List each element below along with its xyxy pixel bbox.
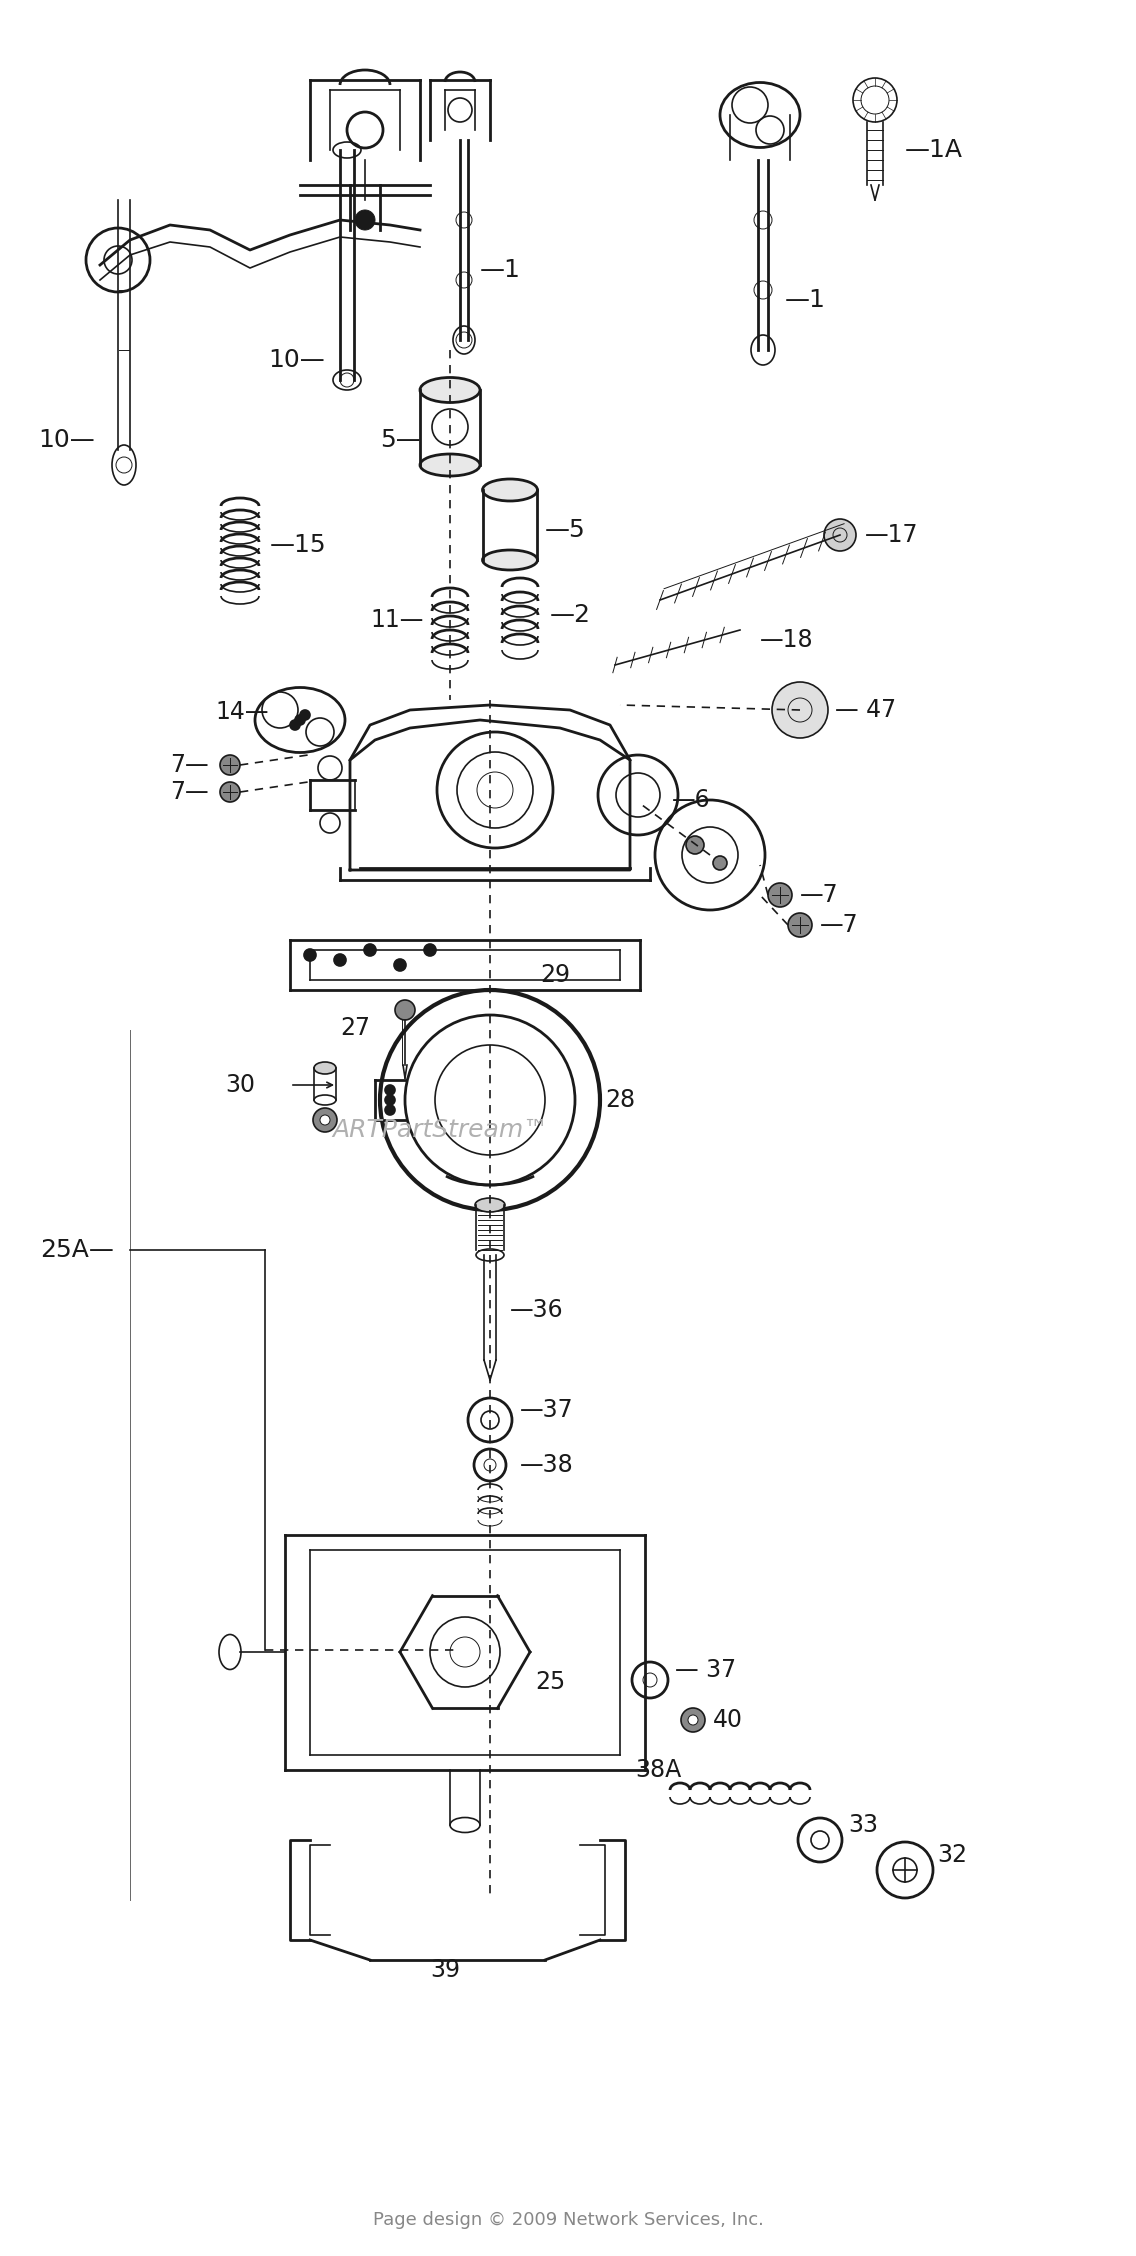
Text: 40: 40: [713, 1708, 743, 1733]
Ellipse shape: [483, 478, 537, 501]
Ellipse shape: [420, 453, 481, 476]
Circle shape: [220, 783, 240, 801]
Text: —1: —1: [481, 257, 521, 282]
Text: —7: —7: [800, 882, 838, 907]
Circle shape: [395, 999, 415, 1020]
Text: —7: —7: [820, 914, 859, 936]
Circle shape: [385, 1105, 395, 1114]
Ellipse shape: [314, 1063, 336, 1074]
Text: 7—: 7—: [170, 754, 209, 776]
Text: —1A: —1A: [905, 138, 963, 162]
Text: —37: —37: [520, 1399, 574, 1421]
Circle shape: [688, 1715, 698, 1726]
Text: — 37: — 37: [675, 1658, 736, 1683]
Text: —15: —15: [270, 532, 327, 557]
Circle shape: [824, 519, 857, 550]
Text: —6: —6: [673, 787, 711, 812]
Text: —38: —38: [520, 1453, 574, 1478]
Circle shape: [314, 1108, 337, 1133]
Circle shape: [354, 210, 375, 230]
Text: 27: 27: [340, 1015, 370, 1040]
Text: —5: —5: [545, 519, 586, 541]
Text: 25: 25: [535, 1669, 566, 1694]
Circle shape: [861, 86, 889, 115]
Text: 30: 30: [225, 1074, 254, 1096]
Text: 5—: 5—: [381, 429, 420, 451]
Circle shape: [334, 954, 346, 966]
Circle shape: [424, 943, 436, 957]
Circle shape: [768, 882, 792, 907]
Text: 38A: 38A: [635, 1757, 682, 1782]
Circle shape: [772, 681, 828, 738]
Circle shape: [788, 914, 812, 936]
Text: 28: 28: [605, 1087, 635, 1112]
Text: 33: 33: [847, 1814, 878, 1836]
Text: 29: 29: [540, 963, 570, 988]
Circle shape: [853, 79, 897, 122]
Circle shape: [290, 720, 300, 731]
Text: 7—: 7—: [170, 781, 209, 803]
Circle shape: [220, 756, 240, 776]
Text: —18: —18: [760, 627, 813, 652]
Circle shape: [300, 711, 310, 720]
Text: 14—: 14—: [215, 699, 268, 724]
Circle shape: [394, 959, 406, 970]
Circle shape: [686, 837, 704, 855]
Circle shape: [364, 943, 376, 957]
Circle shape: [320, 1114, 329, 1126]
Text: 25A—: 25A—: [40, 1239, 114, 1261]
Text: 32: 32: [937, 1843, 967, 1868]
Ellipse shape: [420, 377, 481, 402]
Text: 10—: 10—: [37, 429, 94, 451]
Text: — 47: — 47: [835, 697, 896, 722]
Text: —36: —36: [510, 1297, 563, 1322]
Circle shape: [385, 1085, 395, 1094]
Ellipse shape: [475, 1198, 506, 1211]
Circle shape: [680, 1708, 705, 1733]
Text: 11—: 11—: [370, 609, 424, 632]
Text: —17: —17: [864, 523, 919, 546]
Circle shape: [713, 855, 727, 871]
Circle shape: [304, 950, 316, 961]
Text: Page design © 2009 Network Services, Inc.: Page design © 2009 Network Services, Inc…: [373, 2211, 763, 2229]
Circle shape: [295, 715, 304, 724]
Ellipse shape: [483, 550, 537, 571]
Text: —1: —1: [785, 289, 826, 311]
Text: —2: —2: [550, 602, 591, 627]
Text: 10—: 10—: [268, 347, 325, 372]
Circle shape: [385, 1094, 395, 1105]
Text: ARTPartStream™: ARTPartStream™: [332, 1119, 549, 1142]
Text: 39: 39: [431, 1958, 460, 1983]
